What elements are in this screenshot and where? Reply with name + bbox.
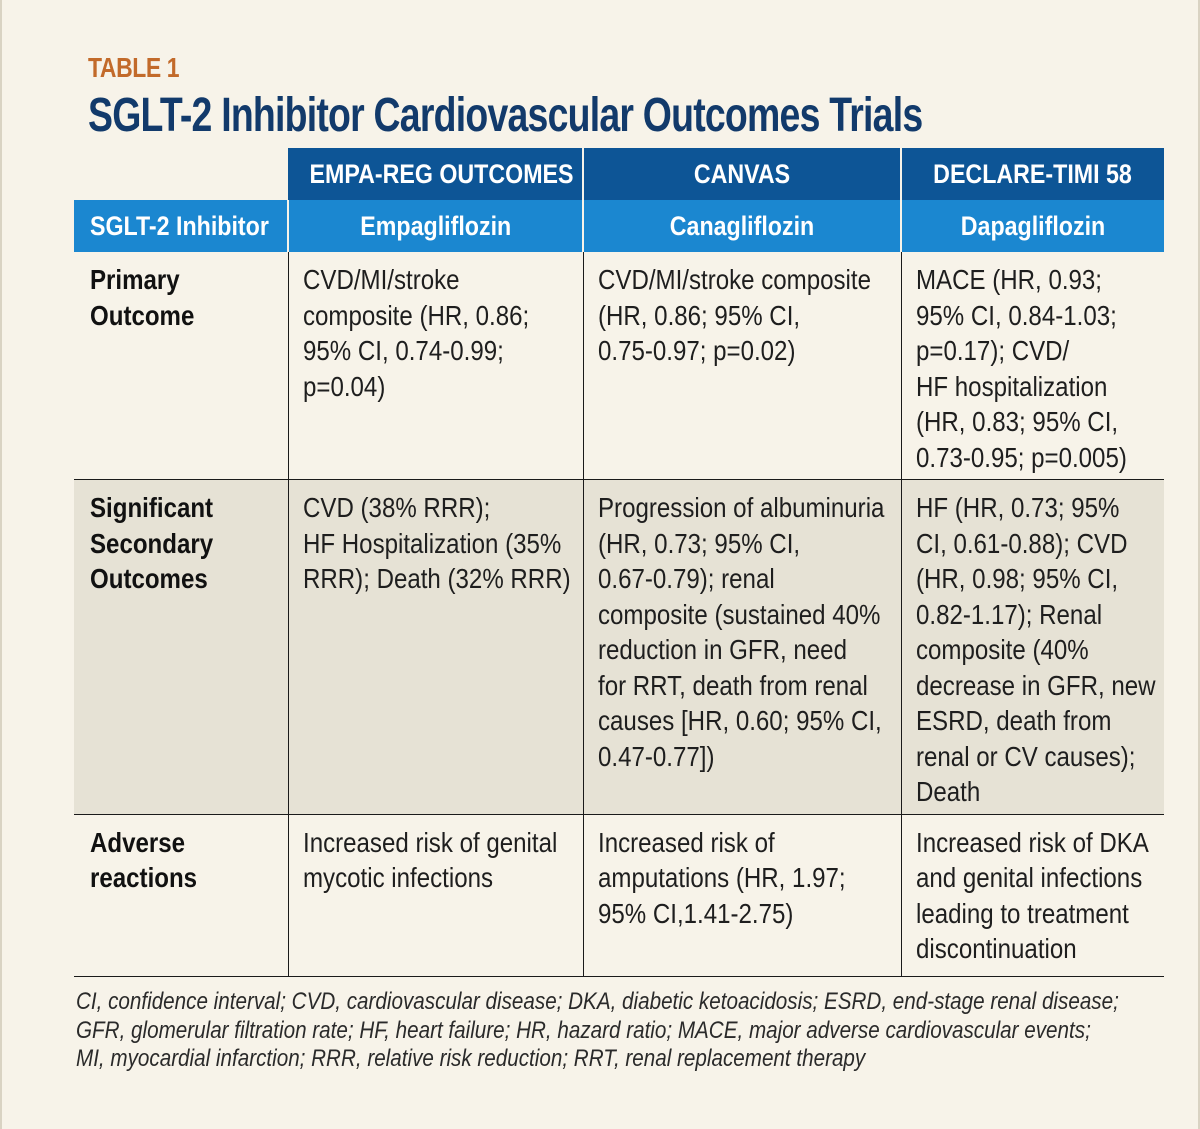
cell-primary-cana: CVD/MI/stroke composite (HR, 0.86; 95% C… xyxy=(582,252,901,480)
cell-primary-dapa: MACE (HR, 0.93; 95% CI, 0.84-1.03; p=0.1… xyxy=(900,252,1164,480)
inhibitor-header-row: SGLT-2 Inhibitor Empagliflozin Canaglifl… xyxy=(74,200,1164,252)
header-trial-canvas: CANVAS xyxy=(583,148,902,200)
trials-table: EMPA-REG OUTCOMES CANVAS DECLARE-TIMI 58… xyxy=(74,148,1164,977)
cell-secondary-cana: Progression of albuminuria (HR, 0.73; 95… xyxy=(582,479,901,815)
cell-adverse-empa: Increased risk of genital mycotic infect… xyxy=(287,814,583,977)
header-inhibitor-canagliflozin: Canagliflozin xyxy=(583,200,902,252)
row-label-secondary: Significant Secondary Outcomes xyxy=(74,479,288,815)
table-row-secondary-outcomes: Significant Secondary Outcomes CVD (38% … xyxy=(74,479,1164,815)
header-trial-empa: EMPA-REG OUTCOMES xyxy=(288,148,584,200)
cell-secondary-dapa: HF (HR, 0.73; 95% CI, 0.61-0.88); CVD (H… xyxy=(900,479,1164,815)
table-title: SGLT-2 Inhibitor Cardiovascular Outcomes… xyxy=(88,89,923,142)
row-label-adverse: Adverse reactions xyxy=(74,814,288,977)
cell-adverse-dapa: Increased risk of DKA and genital infect… xyxy=(900,814,1164,977)
trial-header-row: EMPA-REG OUTCOMES CANVAS DECLARE-TIMI 58 xyxy=(74,148,1164,200)
header-row-label: SGLT-2 Inhibitor xyxy=(74,200,289,252)
cell-secondary-empa: CVD (38% RRR); HF Hospitalization (35% R… xyxy=(287,479,583,815)
table-row-primary-outcome: Primary Outcome CVD/MI/stroke composite … xyxy=(74,252,1164,480)
header-trial-declare: DECLARE-TIMI 58 xyxy=(901,148,1164,200)
cell-primary-empa: CVD/MI/stroke composite (HR, 0.86; 95% C… xyxy=(287,252,583,480)
row-label-primary: Primary Outcome xyxy=(74,252,288,480)
abbreviations-footnote: CI, confidence interval; CVD, cardiovasc… xyxy=(76,988,1119,1072)
header-inhibitor-empagliflozin: Empagliflozin xyxy=(288,200,584,252)
header-blank-cell xyxy=(74,148,288,200)
table-row-adverse-reactions: Adverse reactions Increased risk of geni… xyxy=(74,814,1164,977)
header-inhibitor-dapagliflozin: Dapagliflozin xyxy=(901,200,1164,252)
table-label: TABLE 1 xyxy=(88,52,180,83)
cell-adverse-cana: Increased risk of amputations (HR, 1.97;… xyxy=(582,814,901,977)
